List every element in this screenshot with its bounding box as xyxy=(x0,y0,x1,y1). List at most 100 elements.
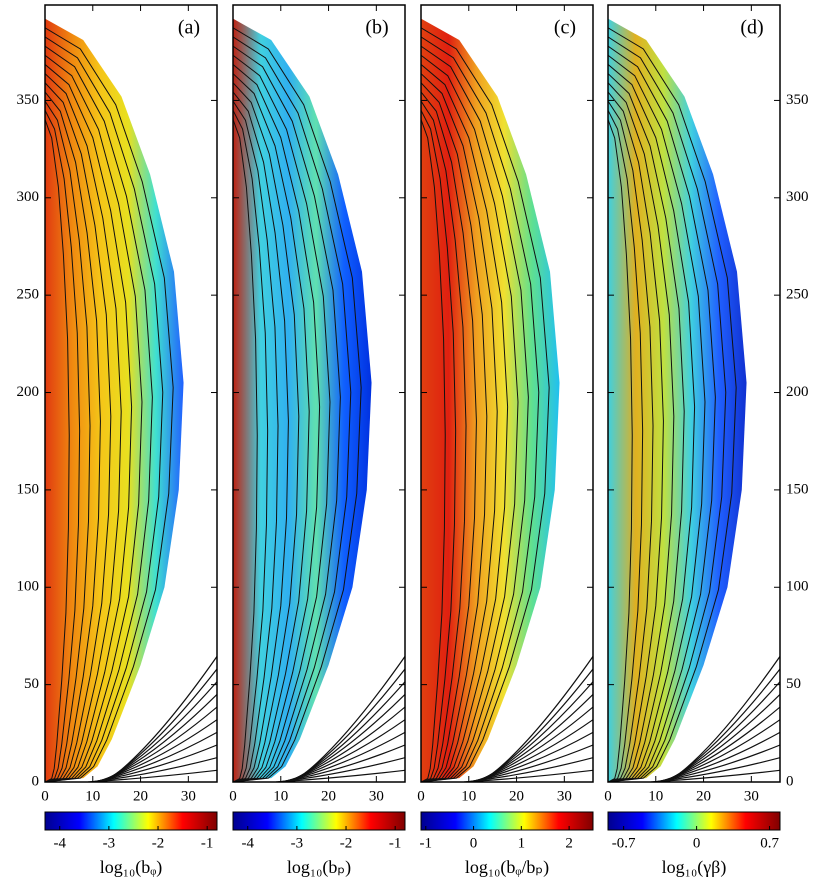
contour-line xyxy=(233,54,331,782)
contour-line xyxy=(45,36,164,782)
contour-line xyxy=(608,119,633,782)
colorbar-tick-label: -1 xyxy=(389,835,402,851)
x-tick-label: 10 xyxy=(273,788,288,804)
contour-line xyxy=(421,72,498,782)
panel xyxy=(233,18,405,782)
y-tick-label: 100 xyxy=(17,579,40,595)
contour-line xyxy=(421,27,550,782)
colorbar-tick-label: 1 xyxy=(518,835,526,851)
contour-line xyxy=(421,119,446,782)
contour-line xyxy=(233,100,279,782)
contour-line xyxy=(608,27,737,782)
colorbar xyxy=(44,811,218,831)
contour-line xyxy=(45,100,91,782)
contour-line xyxy=(233,63,321,782)
colorbar-tick-label: -1 xyxy=(420,835,433,851)
y-tick-label: 350 xyxy=(17,92,40,108)
field-line xyxy=(480,656,593,782)
contour-line xyxy=(608,72,685,782)
contour-line xyxy=(608,45,716,782)
contour-line xyxy=(608,82,675,782)
x-tick-label: 0 xyxy=(417,788,425,804)
contour-line xyxy=(421,36,540,782)
contour-line xyxy=(421,45,529,782)
x-tick-label: 0 xyxy=(604,788,612,804)
colorbar-tick-label: -4 xyxy=(53,835,66,851)
contour-line xyxy=(45,63,133,782)
x-tick-label: 20 xyxy=(133,788,148,804)
panel xyxy=(608,18,780,782)
contour-line xyxy=(233,27,362,782)
colorbar-tick-label: -4 xyxy=(241,835,254,851)
x-tick-label: 0 xyxy=(41,788,49,804)
field-line xyxy=(292,656,405,782)
panel-label: (a) xyxy=(178,17,200,39)
colorbar-label: log₁₀(γβ) xyxy=(662,857,727,878)
y-tick-label: 300 xyxy=(786,189,809,205)
contour-line xyxy=(233,36,352,782)
contour-line xyxy=(608,36,727,782)
contour-line xyxy=(608,110,644,782)
field-line xyxy=(104,656,217,782)
panel-label: (b) xyxy=(365,17,388,39)
frame xyxy=(232,4,406,783)
y-tick-label: 350 xyxy=(786,92,809,108)
y-tick-label: 150 xyxy=(17,481,40,497)
x-tick-label: 30 xyxy=(181,788,196,804)
y-tick-label: 0 xyxy=(32,773,40,789)
x-tick-label: 20 xyxy=(509,788,524,804)
contour-line xyxy=(608,63,696,782)
contour-line xyxy=(233,82,300,782)
x-tick-label: 30 xyxy=(369,788,384,804)
x-tick-label: 20 xyxy=(696,788,711,804)
frame xyxy=(607,4,781,783)
colorbar xyxy=(420,811,594,831)
colorbar-tick-label: -3 xyxy=(103,835,116,851)
contour-line xyxy=(233,91,289,782)
y-tick-label: 100 xyxy=(786,579,809,595)
contour-line xyxy=(45,82,112,782)
contour-line xyxy=(421,54,519,782)
colorbar-tick-label: 2 xyxy=(565,835,573,851)
y-tick-label: 250 xyxy=(17,287,40,303)
contour-line xyxy=(45,110,81,782)
panel-label: (d) xyxy=(740,17,763,39)
panel xyxy=(45,18,217,782)
x-tick-label: 10 xyxy=(461,788,476,804)
colorbar-tick-label: -2 xyxy=(340,835,353,851)
contour-line xyxy=(45,27,174,782)
contour-line xyxy=(421,82,488,782)
contour-line xyxy=(608,100,654,782)
y-tick-label: 300 xyxy=(17,189,40,205)
x-tick-label: 10 xyxy=(648,788,663,804)
contour-line xyxy=(421,91,477,782)
contour-line xyxy=(233,72,310,782)
x-tick-label: 0 xyxy=(229,788,237,804)
y-tick-label: 50 xyxy=(786,676,801,692)
x-tick-label: 20 xyxy=(321,788,336,804)
x-tick-label: 30 xyxy=(744,788,759,804)
colorbar-tick-label: -2 xyxy=(152,835,165,851)
field-line xyxy=(667,656,780,782)
contour-line xyxy=(233,110,269,782)
contour-line xyxy=(608,54,706,782)
colorbar-label: log₁₀(bᵩ/bₚ) xyxy=(465,857,549,878)
colorbar-tick-label: -1 xyxy=(201,835,214,851)
contour-line xyxy=(45,45,153,782)
colorbar-tick-label: -3 xyxy=(291,835,304,851)
colorbar xyxy=(607,811,781,831)
x-tick-label: 30 xyxy=(557,788,572,804)
panel-label: (c) xyxy=(554,17,576,39)
y-tick-label: 200 xyxy=(17,384,40,400)
panel xyxy=(421,18,593,782)
contour-line xyxy=(608,91,664,782)
y-tick-label: 200 xyxy=(786,384,809,400)
contour-line xyxy=(45,91,101,782)
colorbar-label: log₁₀(bᵩ) xyxy=(100,857,163,878)
colorbar-label: log₁₀(bₚ) xyxy=(287,857,351,878)
contour-line xyxy=(421,110,457,782)
y-tick-label: 250 xyxy=(786,287,809,303)
contour-line xyxy=(45,54,143,782)
contour-line xyxy=(421,63,509,782)
